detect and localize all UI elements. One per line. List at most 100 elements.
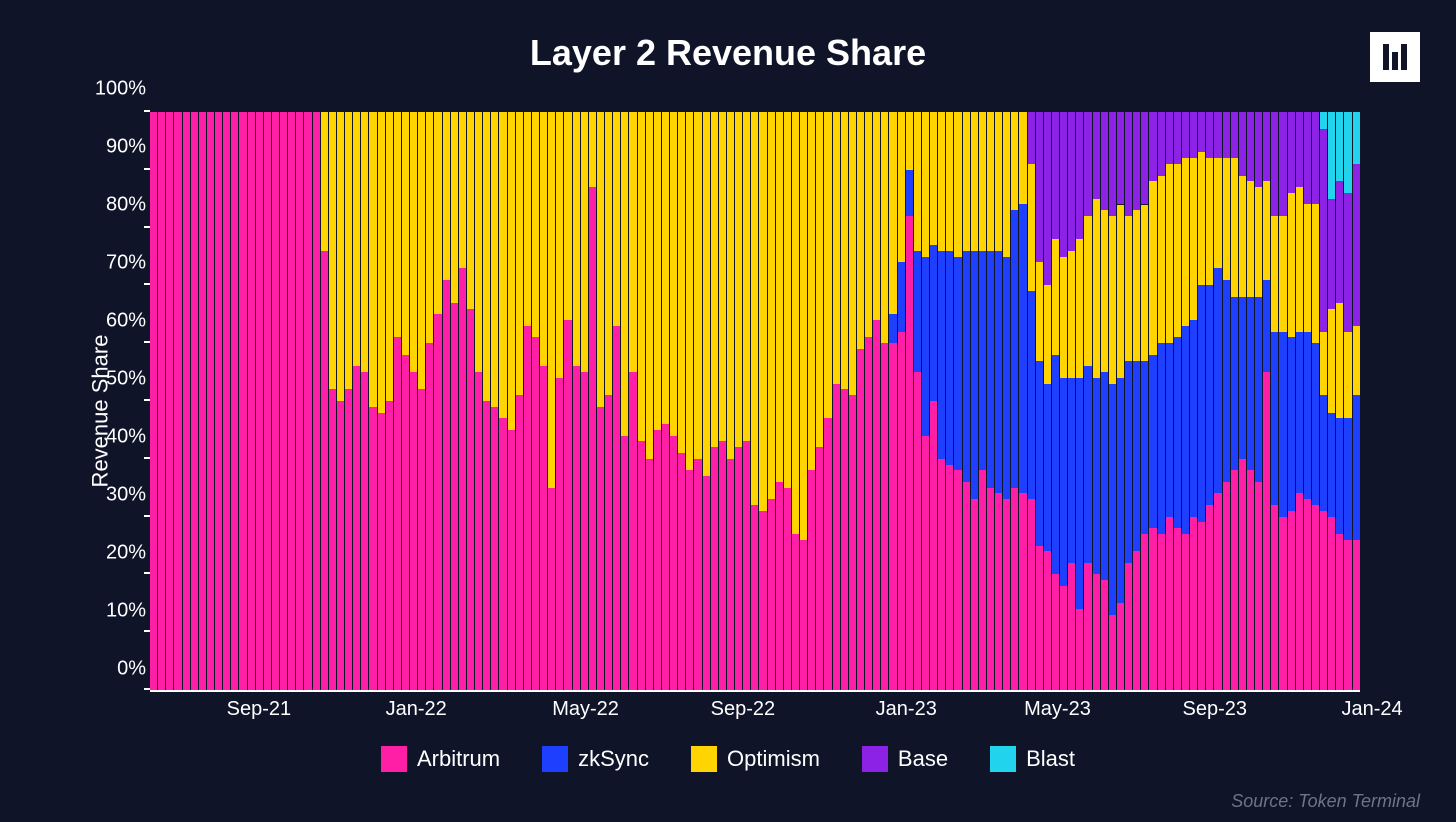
stacked-bars — [150, 112, 1360, 692]
bar-segment — [808, 112, 815, 470]
bar-segment — [743, 441, 750, 690]
stacked-bar — [751, 112, 759, 690]
bar-segment — [1190, 517, 1197, 690]
stacked-bar — [800, 112, 808, 690]
bar-segment — [1304, 332, 1311, 500]
stacked-bar — [402, 112, 410, 690]
bar-segment — [418, 389, 425, 690]
bar-segment — [1231, 297, 1238, 470]
bar-segment — [1231, 112, 1238, 158]
bar-segment — [1011, 210, 1018, 487]
bar-segment — [1125, 112, 1132, 216]
legend-label: zkSync — [578, 746, 649, 772]
stacked-bar — [1353, 112, 1360, 690]
y-tick-label: 60% — [86, 310, 146, 333]
bar-segment — [1344, 112, 1351, 193]
bar-segment — [792, 112, 799, 534]
bar-segment — [987, 112, 994, 251]
legend-swatch — [990, 746, 1016, 772]
bar-segment — [727, 112, 734, 459]
bar-segment — [1141, 361, 1148, 534]
stacked-bar — [898, 112, 906, 690]
bar-segment — [410, 372, 417, 690]
stacked-bar — [711, 112, 719, 690]
bar-segment — [629, 372, 636, 690]
legend-label: Arbitrum — [417, 746, 500, 772]
x-tick-label: May-23 — [1024, 698, 1091, 721]
stacked-bar — [467, 112, 475, 690]
bar-segment — [402, 112, 409, 355]
bar-segment — [922, 112, 929, 257]
bar-segment — [1279, 517, 1286, 690]
bar-segment — [1133, 210, 1140, 360]
bar-segment — [1052, 355, 1059, 575]
bar-segment — [613, 112, 620, 326]
stacked-bar — [1279, 112, 1287, 690]
bar-segment — [914, 372, 921, 690]
stacked-bar — [369, 112, 377, 690]
bar-segment — [605, 112, 612, 395]
bar-segment — [1223, 112, 1230, 158]
stacked-bar — [703, 112, 711, 690]
legend-swatch — [862, 746, 888, 772]
stacked-bar — [605, 112, 613, 690]
bar-segment — [1239, 459, 1246, 690]
stacked-bar — [573, 112, 581, 690]
bar-segment — [816, 447, 823, 690]
bar-segment — [841, 112, 848, 389]
stacked-bar — [223, 112, 231, 690]
bar-segment — [1003, 257, 1010, 500]
stacked-bar — [1166, 112, 1174, 690]
stacked-bar — [865, 112, 873, 690]
bar-segment — [1133, 112, 1140, 210]
bar-segment — [711, 447, 718, 690]
bar-segment — [296, 112, 303, 690]
bar-segment — [499, 418, 506, 690]
bar-segment — [703, 112, 710, 476]
bar-segment — [1263, 280, 1270, 372]
stacked-bar — [386, 112, 394, 690]
stacked-bar — [1320, 112, 1328, 690]
stacked-bar — [150, 112, 158, 690]
bar-segment — [345, 389, 352, 690]
stacked-bar — [1344, 112, 1352, 690]
bar-segment — [1166, 343, 1173, 516]
bar-segment — [1019, 204, 1026, 493]
bar-segment — [613, 326, 620, 690]
bar-segment — [1353, 326, 1360, 395]
stacked-bar — [1223, 112, 1231, 690]
bar-segment — [670, 112, 677, 436]
bar-segment — [1052, 112, 1059, 239]
bar-segment — [540, 366, 547, 690]
bar-segment — [954, 470, 961, 690]
bar-segment — [1304, 112, 1311, 204]
bar-segment — [946, 112, 953, 251]
bar-segment — [678, 112, 685, 453]
stacked-bar — [1255, 112, 1263, 690]
bar-segment — [434, 314, 441, 690]
bar-segment — [1206, 112, 1213, 158]
stacked-bar — [215, 112, 223, 690]
bar-segment — [743, 112, 750, 441]
stacked-bar — [646, 112, 654, 690]
bar-segment — [556, 378, 563, 690]
bar-segment — [1336, 112, 1343, 181]
bar-segment — [459, 268, 466, 690]
bar-segment — [1239, 297, 1246, 459]
bar-segment — [361, 372, 368, 690]
bar-segment — [426, 112, 433, 343]
bar-segment — [183, 112, 190, 690]
bar-segment — [1084, 366, 1091, 563]
bar-segment — [1344, 332, 1351, 419]
bar-segment — [191, 112, 198, 690]
legend-swatch — [381, 746, 407, 772]
bar-segment — [1247, 181, 1254, 297]
bar-segment — [979, 112, 986, 251]
x-tick-label: May-22 — [552, 698, 619, 721]
bar-segment — [808, 470, 815, 690]
bar-segment — [1336, 418, 1343, 534]
bar-segment — [1271, 216, 1278, 332]
bar-segment — [1198, 522, 1205, 690]
bar-segment — [1101, 580, 1108, 690]
bar-segment — [321, 251, 328, 690]
